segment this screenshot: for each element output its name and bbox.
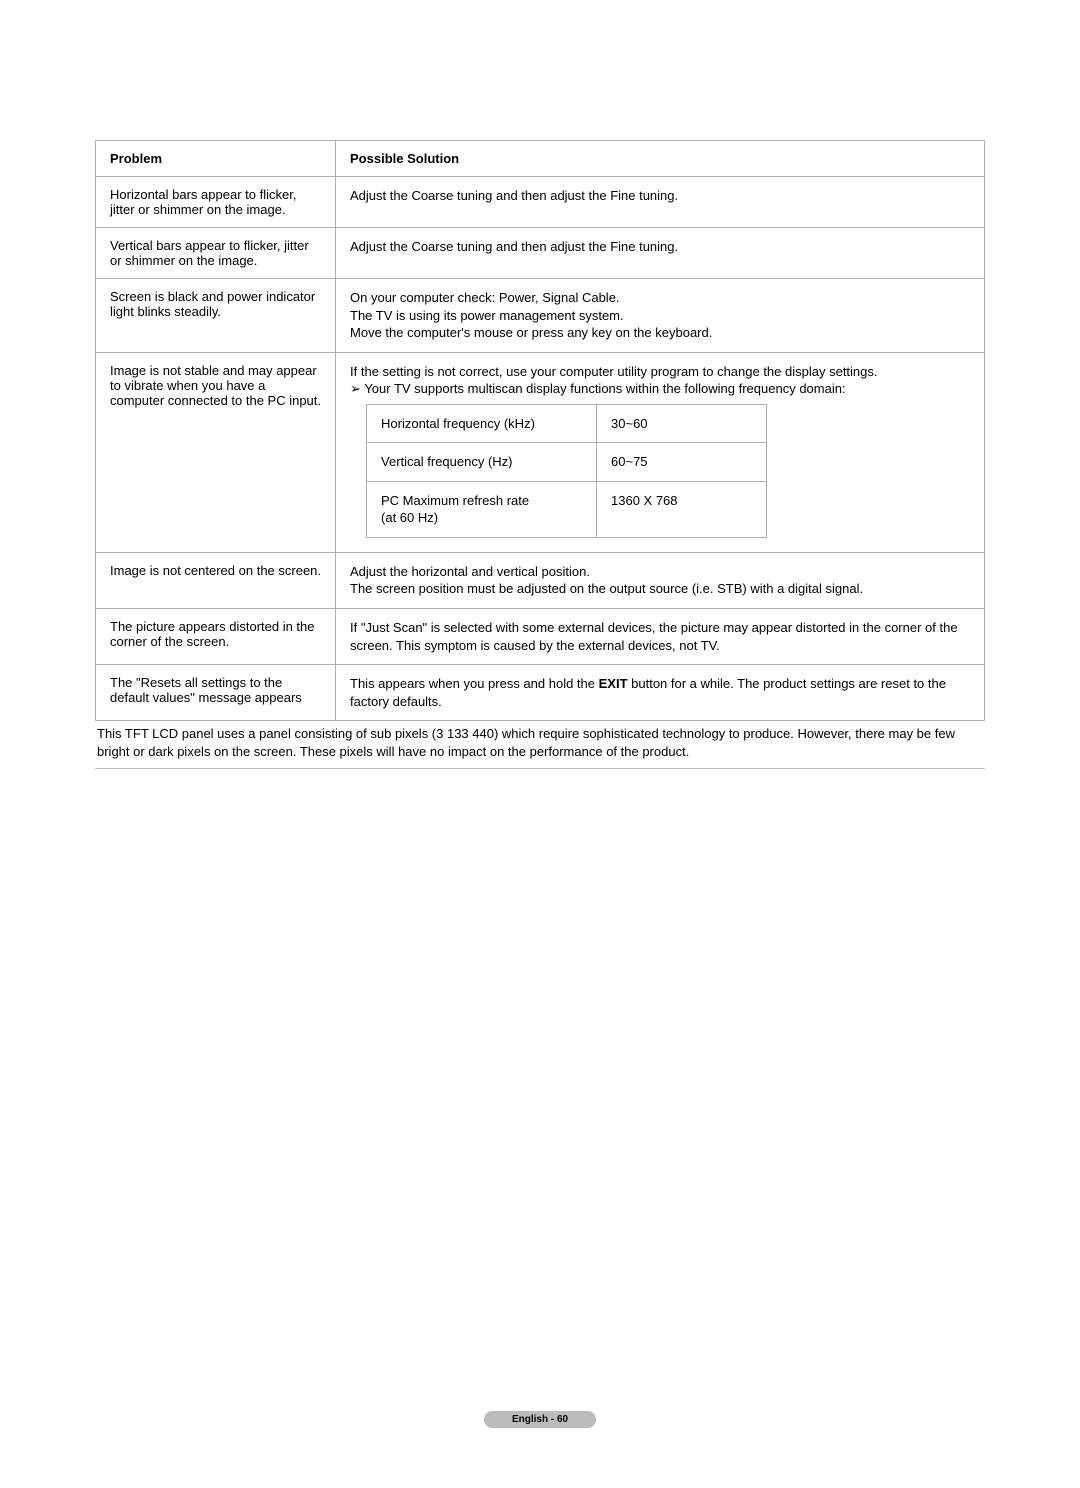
freq-value: 30~60 [597,404,767,443]
freq-label: Vertical frequency (Hz) [367,443,597,482]
table-row: Image is not centered on the screen. Adj… [96,552,985,608]
table-row: Image is not stable and may appear to vi… [96,352,985,552]
solution-line: The TV is using its power management sys… [350,308,624,323]
troubleshooting-table: Problem Possible Solution Horizontal bar… [95,140,985,721]
exit-bold: EXIT [599,676,628,691]
header-problem: Problem [96,141,336,177]
table-row: Vertical frequency (Hz) 60~75 [367,443,767,482]
table-row: Screen is black and power indicator ligh… [96,279,985,353]
page-footer: English - 60 [0,1409,1080,1428]
solution-cell: On your computer check: Power, Signal Ca… [336,279,985,353]
problem-cell: The "Resets all settings to the default … [96,665,336,721]
solution-line: Adjust the horizontal and vertical posit… [350,564,590,579]
solution-line: On your computer check: Power, Signal Ca… [350,290,620,305]
arrow-icon: ➢ [350,381,361,396]
problem-cell: Image is not stable and may appear to vi… [96,352,336,552]
solution-line: Move the computer's mouse or press any k… [350,325,712,340]
table-row: Horizontal bars appear to flicker, jitte… [96,177,985,228]
freq-value: 1360 X 768 [597,481,767,537]
solution-text-part: This appears when you press and hold the [350,676,599,691]
solution-cell: If "Just Scan" is selected with some ext… [336,609,985,665]
footnote-text: This TFT LCD panel uses a panel consisti… [95,721,985,769]
solution-cell: Adjust the horizontal and vertical posit… [336,552,985,608]
solution-line: Your TV supports multiscan display funct… [364,381,845,396]
header-solution: Possible Solution [336,141,985,177]
table-row: PC Maximum refresh rate(at 60 Hz) 1360 X… [367,481,767,537]
solution-cell: If the setting is not correct, use your … [336,352,985,552]
solution-cell: Adjust the Coarse tuning and then adjust… [336,177,985,228]
problem-cell: Vertical bars appear to flicker, jitter … [96,228,336,279]
problem-cell: The picture appears distorted in the cor… [96,609,336,665]
solution-line: The screen position must be adjusted on … [350,581,863,596]
page-number-pill: English - 60 [484,1411,596,1428]
table-row: Vertical bars appear to flicker, jitter … [96,228,985,279]
freq-label: PC Maximum refresh rate(at 60 Hz) [367,481,597,537]
frequency-table: Horizontal frequency (kHz) 30~60 Vertica… [366,404,767,538]
table-row: The picture appears distorted in the cor… [96,609,985,665]
solution-cell: This appears when you press and hold the… [336,665,985,721]
problem-cell: Image is not centered on the screen. [96,552,336,608]
problem-cell: Horizontal bars appear to flicker, jitte… [96,177,336,228]
solution-line: If the setting is not correct, use your … [350,364,877,379]
problem-cell: Screen is black and power indicator ligh… [96,279,336,353]
table-row: Horizontal frequency (kHz) 30~60 [367,404,767,443]
freq-label: Horizontal frequency (kHz) [367,404,597,443]
freq-value: 60~75 [597,443,767,482]
table-row: The "Resets all settings to the default … [96,665,985,721]
page-content: Problem Possible Solution Horizontal bar… [0,0,1080,769]
solution-cell: Adjust the Coarse tuning and then adjust… [336,228,985,279]
table-header-row: Problem Possible Solution [96,141,985,177]
